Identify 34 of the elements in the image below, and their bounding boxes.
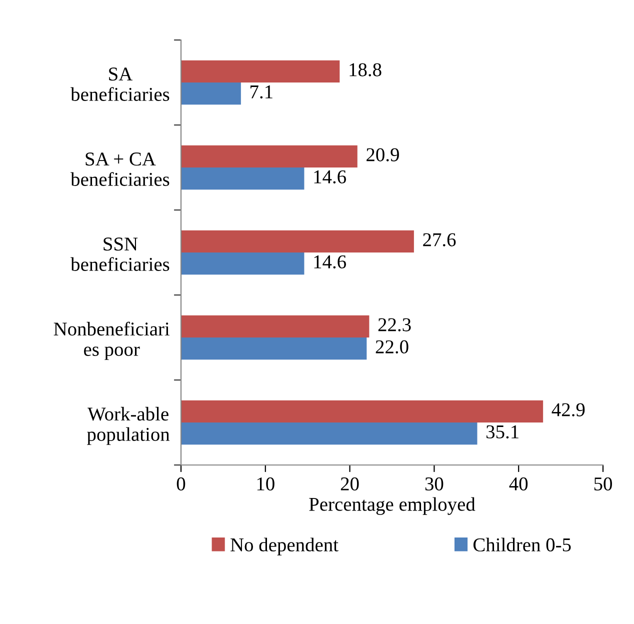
bar [181, 338, 367, 360]
bar [181, 82, 241, 105]
x-tick-label: 40 [509, 477, 528, 490]
data-label: 22.0 [376, 340, 408, 354]
bar [181, 422, 478, 445]
x-tick-label: 30 [425, 477, 444, 490]
bar [181, 145, 358, 168]
data-label: 7.1 [250, 85, 272, 98]
data-label: 42.9 [552, 403, 585, 416]
x-tick-label: 10 [257, 477, 274, 490]
data-label: 27.6 [423, 233, 456, 246]
x-tick-label: 20 [340, 477, 359, 490]
data-label: 14.6 [314, 170, 346, 184]
bar [181, 230, 414, 252]
x-axis-title: Percentage employed [309, 497, 476, 515]
bar [181, 252, 304, 275]
bar [181, 168, 304, 190]
x-tick-label: 0 [176, 477, 186, 490]
data-label: 35.1 [486, 425, 518, 438]
bar [181, 400, 544, 422]
data-label: 18.8 [350, 63, 382, 76]
legend-label: No dependent [230, 538, 338, 556]
bar [181, 60, 340, 82]
data-label: 14.6 [314, 255, 346, 268]
data-label: 22.3 [378, 318, 411, 332]
y-tick-label: SA + CA beneficiaries [70, 152, 170, 186]
x-tick-label: 50 [594, 477, 612, 490]
y-tick-label: SSN beneficiaries [70, 238, 170, 271]
legend-label: Children 0-5 [473, 538, 571, 552]
y-tick-label: Nonbeneficiari es poor [54, 322, 170, 360]
bar [181, 315, 370, 338]
y-tick-label: Work-able population [87, 406, 170, 445]
data-label: 20.9 [366, 148, 399, 162]
y-tick-label: SA beneficiaries [70, 68, 170, 101]
